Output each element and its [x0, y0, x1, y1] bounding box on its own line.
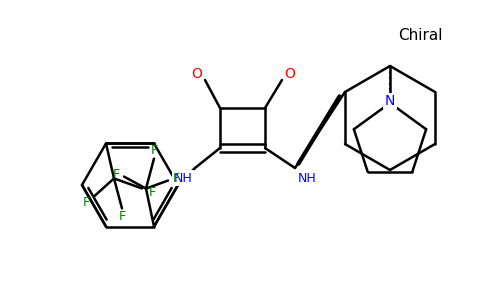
Text: F: F — [119, 210, 125, 223]
Text: F: F — [112, 168, 120, 181]
Text: F: F — [149, 186, 155, 199]
Text: NH: NH — [174, 172, 192, 184]
Text: O: O — [285, 67, 295, 81]
Text: Chiral: Chiral — [398, 28, 442, 43]
Text: F: F — [82, 196, 90, 209]
Text: F: F — [172, 172, 180, 185]
Text: O: O — [192, 67, 202, 81]
Text: F: F — [151, 144, 158, 157]
Text: N: N — [385, 94, 395, 108]
Text: NH: NH — [298, 172, 317, 184]
